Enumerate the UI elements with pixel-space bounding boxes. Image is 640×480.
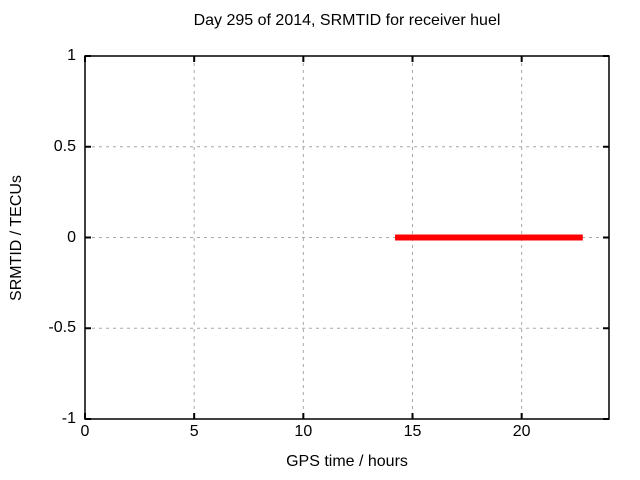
x-tick-label: 5: [189, 423, 199, 440]
y-tick-label: -0.5: [48, 319, 76, 337]
chart-title: Day 295 of 2014, SRMTID for receiver hue…: [193, 12, 501, 29]
x-axis-title: GPS time / hours: [286, 453, 408, 470]
y-tick-label: 1: [67, 47, 76, 64]
x-tick-label: 15: [403, 423, 422, 440]
plot-border: [84, 55, 610, 420]
y-tick-label: -1: [61, 410, 76, 427]
x-tick-label: 10: [294, 423, 313, 440]
y-tick-label: 0.5: [53, 137, 76, 155]
x-tick-label: 20: [512, 423, 531, 440]
x-tick-label: 0: [80, 423, 90, 440]
y-tick-label: 0: [67, 228, 76, 246]
